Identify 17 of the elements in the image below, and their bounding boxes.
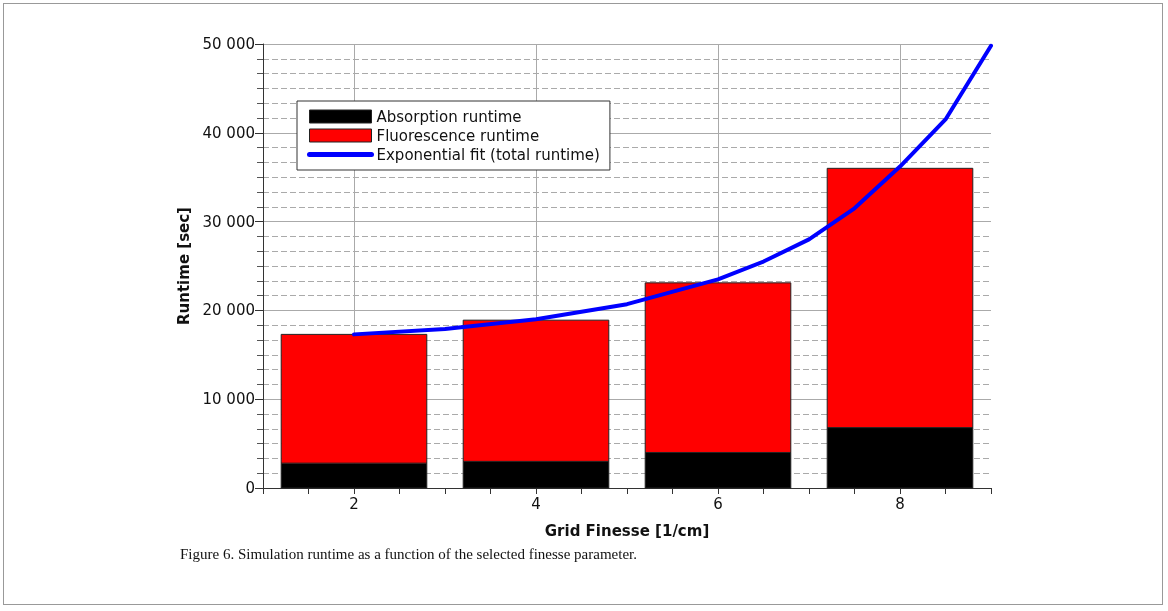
x-tick-label: 6 bbox=[713, 494, 723, 513]
x-tick-label: 4 bbox=[531, 494, 541, 513]
legend-label: Fluorescence runtime bbox=[376, 126, 540, 145]
x-tick-label: 8 bbox=[895, 494, 905, 513]
y-tick-label: 30 000 bbox=[202, 212, 255, 231]
legend-label: Exponential fit (total runtime) bbox=[376, 145, 600, 164]
y-tick-label: 0 bbox=[245, 479, 255, 497]
y-tick-label: 10 000 bbox=[202, 390, 255, 409]
legend-label: Absorption runtime bbox=[376, 107, 522, 126]
caption: Figure 6. Simulation runtime as a function of the selected finesse parameter. bbox=[180, 546, 637, 563]
y-tick-label: 20 000 bbox=[202, 301, 255, 320]
line-series bbox=[352, 43, 993, 337]
y-tick-label: 50 000 bbox=[202, 35, 255, 53]
y-tick-label: 40 000 bbox=[202, 123, 255, 142]
x-tick-label: 2 bbox=[349, 494, 359, 513]
x-axis-title: Grid Finesse [1/cm] bbox=[544, 521, 710, 540]
y-axis-title: Runtime [sec] bbox=[174, 207, 193, 325]
